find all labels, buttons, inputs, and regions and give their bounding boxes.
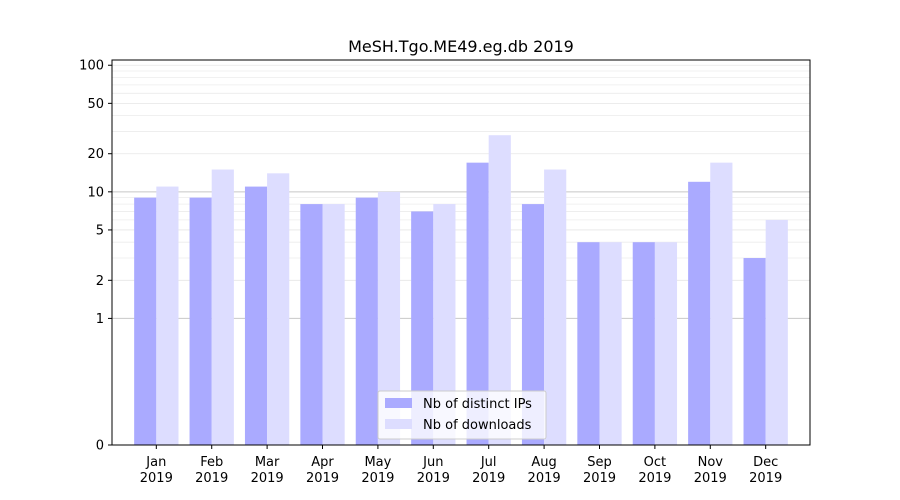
x-tick-label: Jun 2019 xyxy=(417,455,450,486)
bar-distinct-ips xyxy=(300,204,323,445)
legend-swatch-downloads xyxy=(385,419,412,429)
x-tick-label: Jul 2019 xyxy=(472,455,505,486)
bar-distinct-ips xyxy=(355,197,378,445)
chart-title: MeSH.Tgo.ME49.eg.db 2019 xyxy=(348,37,574,56)
bar-downloads xyxy=(377,191,401,445)
bar-downloads xyxy=(156,186,179,446)
bar-downloads xyxy=(433,204,456,445)
x-tick-label: Aug 2019 xyxy=(528,455,561,486)
y-tick-label: 100 xyxy=(79,59,104,74)
x-tick-label: Sep 2019 xyxy=(583,455,616,486)
bar-downloads xyxy=(654,242,678,445)
bar-downloads xyxy=(211,169,234,445)
bar-downloads xyxy=(544,169,567,445)
x-tick-label: Dec 2019 xyxy=(749,455,782,486)
bar-distinct-ips xyxy=(688,181,711,445)
bar-distinct-ips xyxy=(521,204,545,445)
bar-distinct-ips xyxy=(577,242,600,445)
bar-downloads xyxy=(710,162,733,445)
legend-label-downloads: Nb of downloads xyxy=(423,418,532,433)
y-tick-label: 2 xyxy=(96,274,104,289)
legend-label-distinct-ips: Nb of distinct IPs xyxy=(423,397,532,412)
bar-distinct-ips xyxy=(189,197,212,445)
x-tick-label: Nov 2019 xyxy=(694,455,727,486)
x-tick-label: Apr 2019 xyxy=(306,455,339,486)
legend-swatch-distinct-ips xyxy=(385,398,412,408)
y-tick-label: 20 xyxy=(87,147,104,162)
bar-distinct-ips xyxy=(743,258,766,445)
bar-downloads xyxy=(488,135,511,445)
bar-distinct-ips xyxy=(466,162,489,445)
x-tick-label: Mar 2019 xyxy=(251,455,284,486)
x-tick-label: Oct 2019 xyxy=(638,455,671,486)
legend: Nb of distinct IPs Nb of downloads xyxy=(377,390,547,440)
x-tick-label: Jan 2019 xyxy=(140,455,173,486)
y-tick-label: 0 xyxy=(96,439,104,454)
bar-downloads xyxy=(599,242,622,445)
bar-downloads xyxy=(322,204,345,445)
y-axis: 0 1 2 5 10 20 50 100 xyxy=(79,59,112,454)
plot-frame xyxy=(111,59,811,446)
y-tick-label: 5 xyxy=(96,223,104,238)
x-tick-label: Feb 2019 xyxy=(195,455,228,486)
bar-distinct-ips xyxy=(632,242,655,445)
y-tick-label: 50 xyxy=(87,97,104,112)
bar-distinct-ips xyxy=(244,186,268,446)
bar-downloads xyxy=(765,219,788,445)
x-axis: Jan 2019 Feb 2019 Mar 2019 Apr 2019 May 2019 Jun 20… xyxy=(140,445,782,486)
bar-downloads xyxy=(267,173,290,445)
bars-group xyxy=(134,135,788,446)
legend-box xyxy=(377,390,547,440)
x-tick-label: May 2019 xyxy=(361,455,394,486)
bar-distinct-ips xyxy=(411,211,434,445)
y-tick-label: 10 xyxy=(87,185,104,200)
y-tick-label: 1 xyxy=(96,312,104,327)
bar-distinct-ips xyxy=(134,197,157,445)
